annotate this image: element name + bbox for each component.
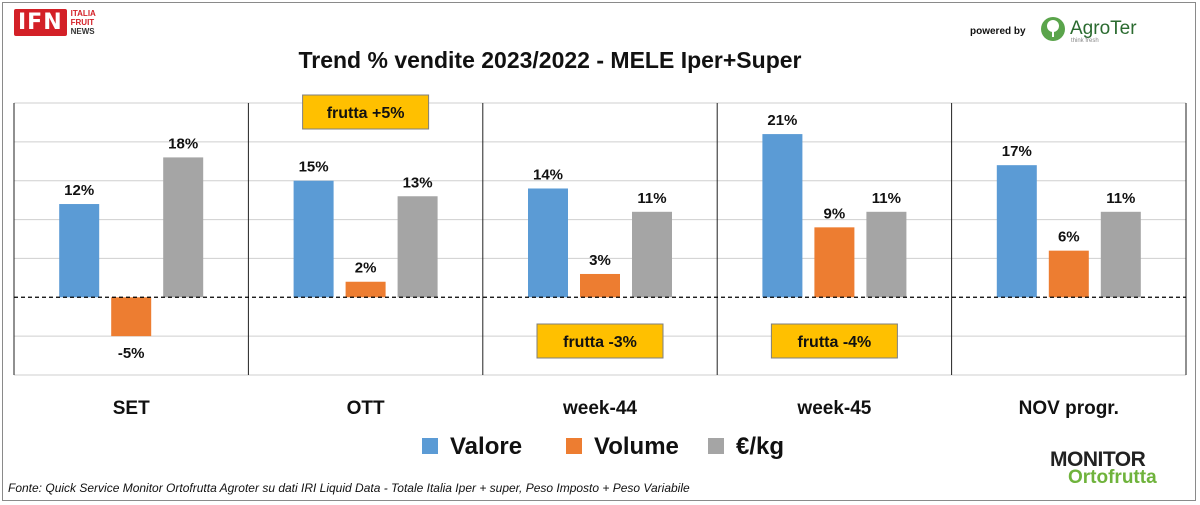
agroter-tagline: think fresh: [1071, 38, 1099, 44]
monitor-text: MONITOR: [1050, 448, 1146, 471]
bar-kg: [866, 211, 907, 298]
bar-volume: [111, 297, 152, 337]
category-label: SET: [113, 398, 150, 419]
data-label: 9%: [824, 205, 846, 222]
ifn-line3: NEWS: [70, 27, 95, 36]
category-label: week-45: [796, 398, 871, 419]
bar-valore: [293, 180, 334, 298]
callout-box: [536, 323, 664, 359]
data-label: 12%: [64, 182, 94, 199]
tree-icon: [1041, 17, 1065, 41]
data-label: 21%: [767, 112, 797, 129]
callout-text: frutta -3%: [563, 334, 637, 351]
category-label: week-44: [562, 398, 637, 419]
category-label: NOV progr.: [1019, 398, 1119, 419]
ifn-logo-mark: IFN: [14, 9, 67, 36]
legend-swatch: [566, 438, 582, 454]
data-label: -5%: [118, 345, 145, 362]
ifn-logo-text: ITALIA FRUIT NEWS: [71, 9, 96, 36]
bar-kg: [632, 211, 672, 298]
ifn-line2: FRUIT: [70, 18, 95, 27]
data-label: 15%: [299, 159, 329, 176]
bar-valore: [996, 165, 1037, 298]
bar-kg: [1100, 211, 1141, 298]
bar-kg: [163, 157, 204, 298]
agroter-logo: AgroTer: [1040, 16, 1137, 42]
callout-box: [770, 323, 898, 359]
monitor-ortofrutta-logo: MONITOR Ortofrutta: [1050, 448, 1157, 489]
data-label: 11%: [872, 190, 901, 207]
data-label: 17%: [1002, 143, 1032, 160]
bar-volume: [345, 281, 386, 298]
data-label: 18%: [168, 135, 198, 152]
bar-volume: [580, 273, 620, 298]
bar-volume: [814, 227, 855, 298]
data-label: 11%: [637, 190, 666, 207]
legend-swatch: [422, 438, 438, 454]
ortofrutta-text: Ortofrutta: [1068, 467, 1157, 488]
bar-kg: [397, 196, 438, 298]
legend-label: Volume: [594, 433, 679, 460]
data-label: 14%: [533, 166, 563, 183]
powered-by-label: powered by: [970, 26, 1026, 37]
ifn-logo: IFN ITALIA FRUIT NEWS: [14, 9, 96, 36]
callout-text: frutta +5%: [327, 105, 405, 122]
chart-title: Trend % vendite 2023/2022 - MELE Iper+Su…: [298, 47, 802, 73]
callout-box: [302, 94, 430, 130]
legend-label: €/kg: [736, 433, 784, 460]
data-label: 2%: [355, 260, 377, 277]
bar-valore: [59, 204, 100, 298]
data-label: 3%: [589, 252, 611, 269]
data-label: 13%: [403, 174, 433, 191]
bar-valore: [528, 188, 568, 298]
bar-volume: [1048, 250, 1089, 298]
data-label: 6%: [1058, 229, 1080, 246]
legend-swatch: [708, 438, 724, 454]
category-label: OTT: [347, 398, 385, 419]
legend-label: Valore: [450, 433, 522, 460]
agroter-name: AgroTer: [1070, 18, 1137, 39]
bar-valore: [762, 134, 803, 298]
data-label: 11%: [1106, 190, 1135, 207]
callout-text: frutta -4%: [798, 334, 872, 351]
source-note: Fonte: Quick Service Monitor Ortofrutta …: [8, 481, 690, 495]
ifn-line1: ITALIA: [70, 9, 96, 18]
